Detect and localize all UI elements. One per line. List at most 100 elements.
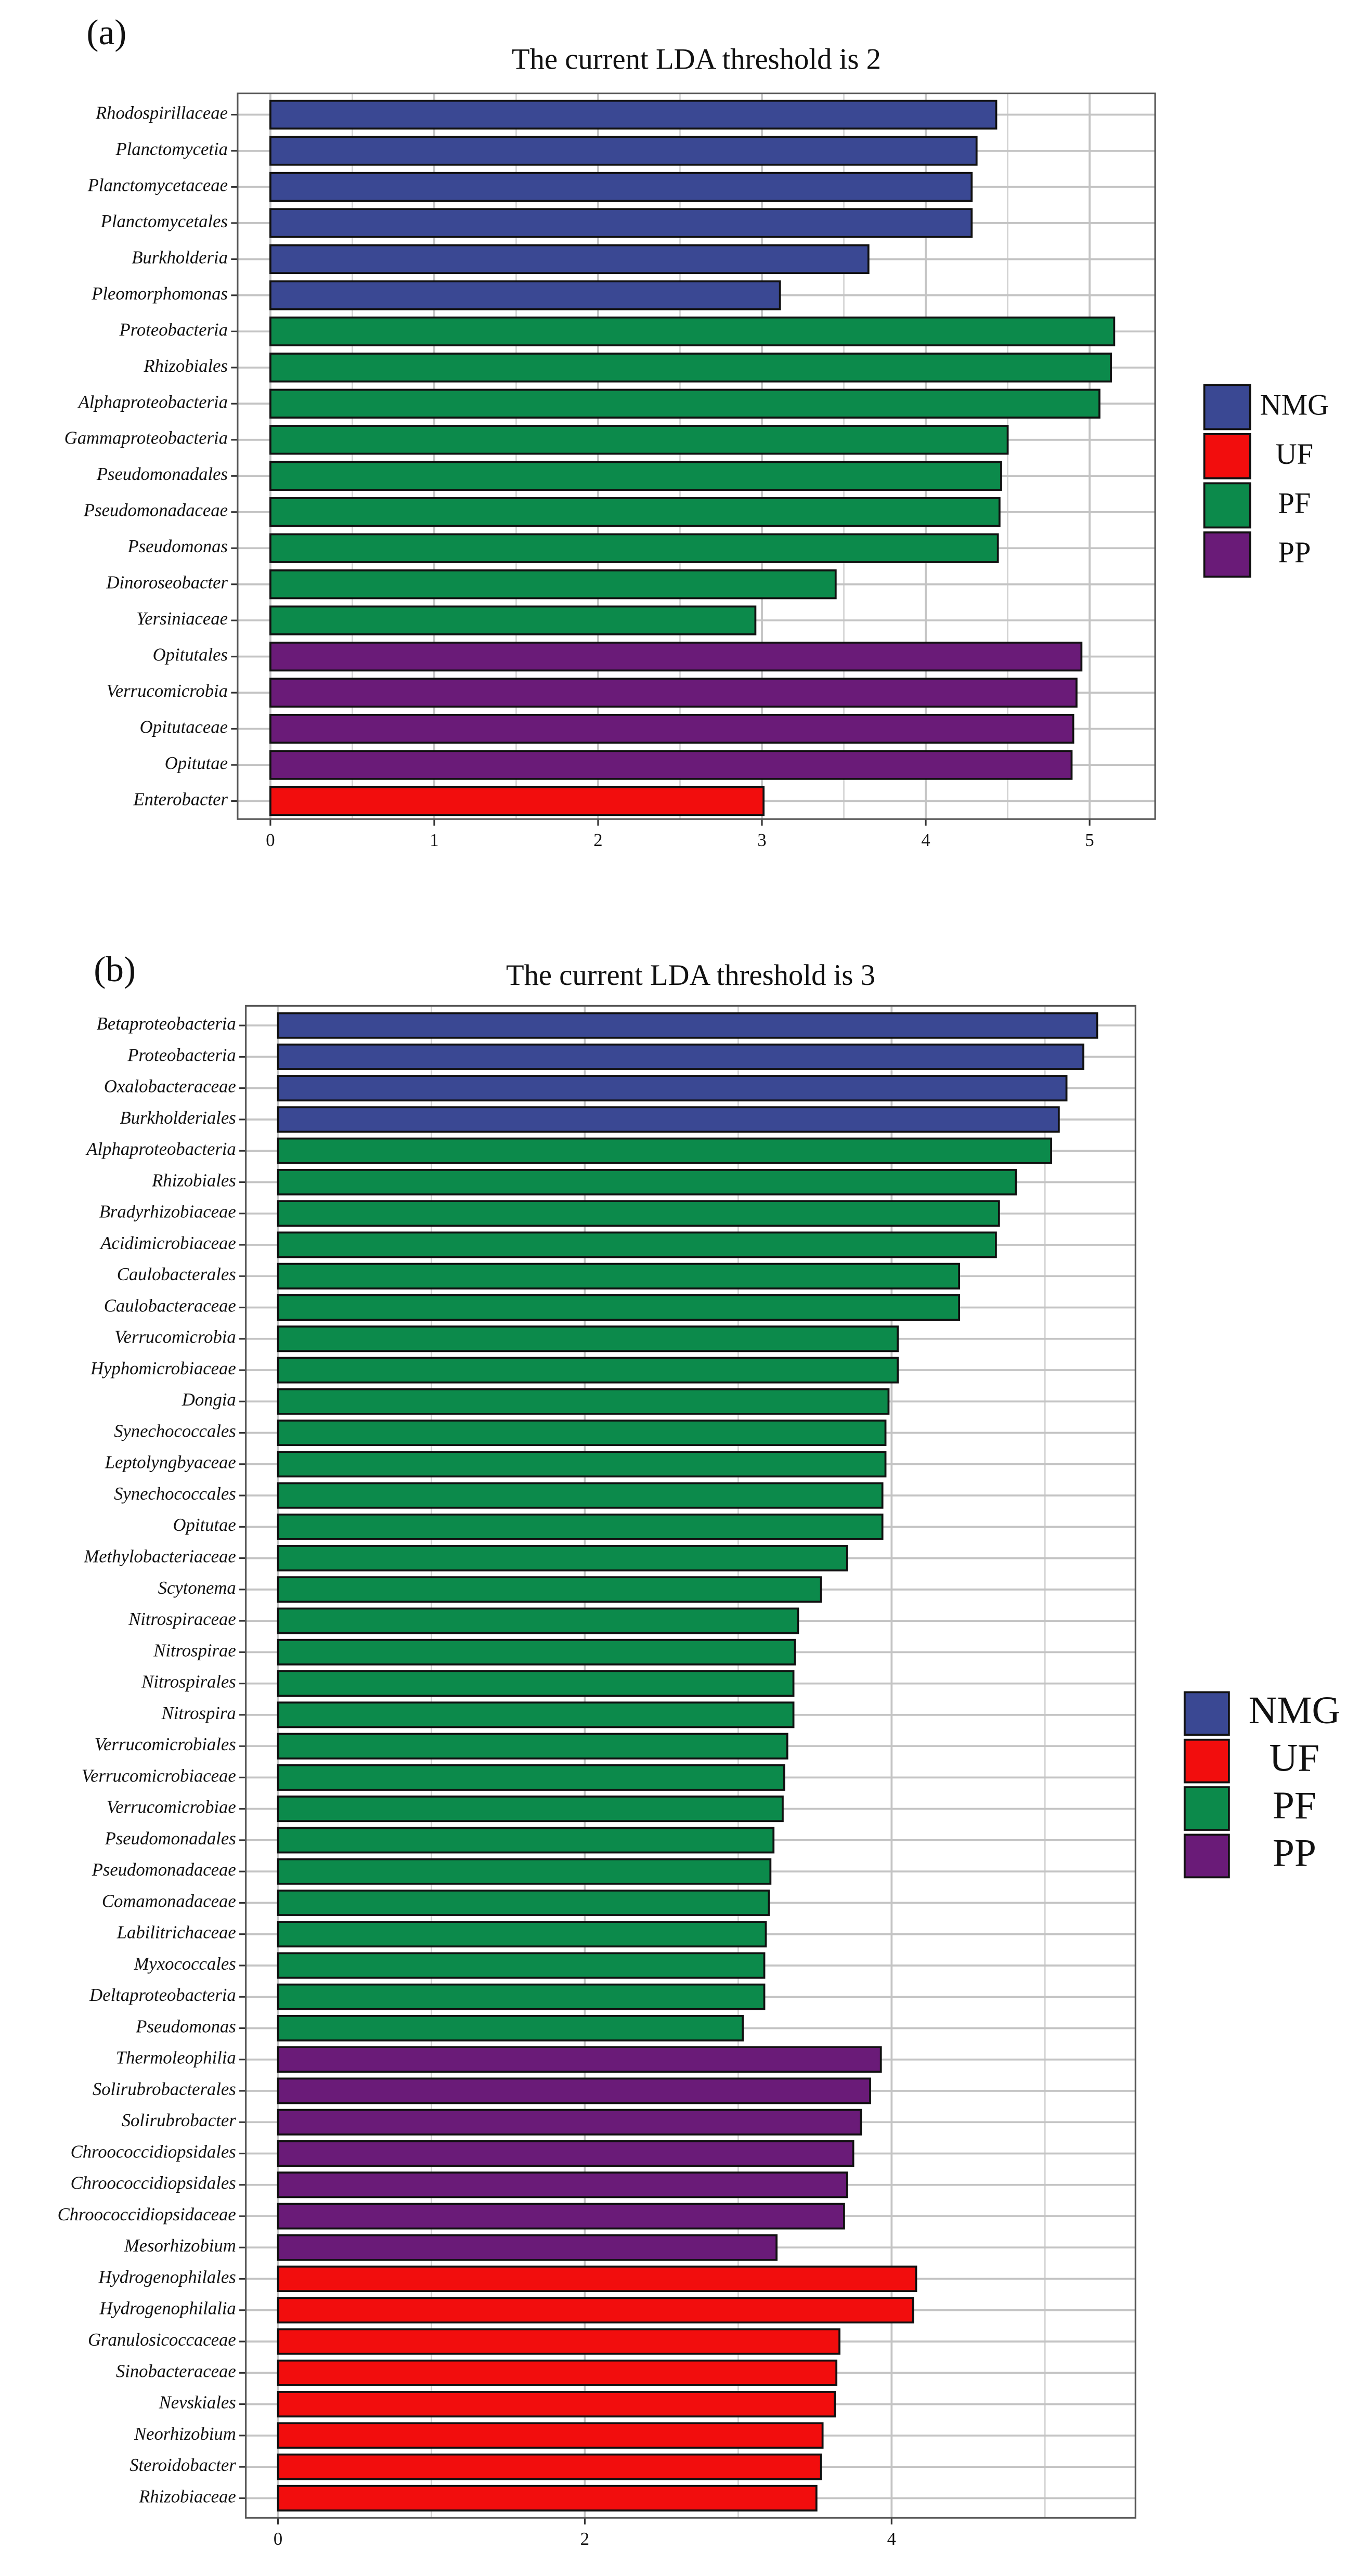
bar bbox=[269, 750, 1073, 780]
panel-label: (b) bbox=[94, 949, 136, 989]
bar bbox=[269, 713, 1074, 744]
category-label: Verrucomicrobiales bbox=[95, 1735, 236, 1754]
category-label: Solirubrobacterales bbox=[93, 2079, 236, 2099]
bar bbox=[277, 1388, 890, 1415]
category-label: Nitrospiraceae bbox=[128, 1609, 236, 1629]
category-label: Planctomycetales bbox=[100, 212, 228, 231]
legend-label: UF bbox=[1276, 438, 1313, 471]
bar bbox=[277, 2422, 824, 2449]
bar bbox=[269, 208, 973, 238]
plot-background bbox=[237, 93, 1156, 819]
category-label: Nitrospirae bbox=[153, 1641, 236, 1660]
chart-title: The current LDA threshold is 3 bbox=[506, 959, 875, 992]
category-label: Verrucomicrobia bbox=[114, 1328, 236, 1347]
category-label: Planctomycetia bbox=[115, 139, 228, 159]
bar bbox=[277, 1106, 1060, 1133]
bar bbox=[277, 1200, 1000, 1227]
legend-label: PP bbox=[1278, 536, 1311, 569]
bar bbox=[277, 2077, 871, 2104]
category-label: Synechococcales bbox=[114, 1484, 236, 1504]
category-label: Hydrogenophilalia bbox=[99, 2299, 236, 2319]
category-label: Proteobacteria bbox=[119, 320, 228, 340]
category-label: Chroococcidiopsidales bbox=[71, 2174, 236, 2193]
category-label: Methylobacteriaceae bbox=[83, 1547, 236, 1567]
x-tick-label: 3 bbox=[757, 830, 766, 850]
bar bbox=[277, 2109, 862, 2136]
bar bbox=[277, 1482, 884, 1509]
bar bbox=[277, 1075, 1068, 1102]
category-label: Solirubrobacter bbox=[122, 2111, 237, 2130]
category-label: Yersiniaceae bbox=[136, 609, 228, 629]
bar bbox=[277, 1827, 775, 1854]
bar bbox=[277, 1325, 899, 1352]
x-tick-label: 5 bbox=[1085, 830, 1094, 850]
category-label: Pseudomonadales bbox=[96, 464, 228, 484]
legend-swatch bbox=[1203, 482, 1251, 529]
bar bbox=[277, 1012, 1098, 1039]
legend-swatch bbox=[1183, 1833, 1230, 1879]
bar bbox=[277, 1420, 887, 1447]
category-label: Rhizobiaceae bbox=[138, 2487, 236, 2506]
chart-title: The current LDA threshold is 2 bbox=[512, 43, 881, 76]
bar bbox=[277, 2046, 882, 2073]
category-label: Pseudomonadaceae bbox=[83, 501, 228, 521]
bar bbox=[277, 1733, 788, 1760]
legend-label: PP bbox=[1273, 1831, 1316, 1875]
category-label: Thermoleophilia bbox=[116, 2048, 236, 2068]
bar bbox=[269, 136, 978, 166]
bar bbox=[277, 1607, 799, 1634]
category-label: Caulobacterales bbox=[117, 1265, 236, 1284]
category-label: Synechococcales bbox=[114, 1421, 236, 1441]
bar bbox=[277, 1983, 766, 2010]
bar bbox=[277, 1451, 887, 1478]
bar bbox=[277, 2014, 744, 2041]
bar bbox=[277, 1638, 796, 1666]
bar bbox=[277, 1231, 997, 1258]
bar bbox=[277, 2140, 854, 2167]
category-label: Opitutae bbox=[173, 1515, 236, 1535]
category-label: Pseudomonadaceae bbox=[92, 1860, 236, 1880]
bar bbox=[277, 2234, 778, 2261]
legend-swatch bbox=[1183, 1691, 1230, 1736]
category-label: Verrucomicrobiae bbox=[107, 1798, 236, 1817]
bar bbox=[277, 1858, 772, 1885]
category-label: Verrucomicrobiaceae bbox=[82, 1766, 236, 1786]
category-label: Labilitrichaceae bbox=[116, 1923, 236, 1943]
category-label: Pseudomonas bbox=[127, 537, 228, 556]
category-label: Rhodospirillaceae bbox=[95, 103, 228, 123]
category-label: Comamonadaceae bbox=[102, 1891, 236, 1911]
bar bbox=[277, 1137, 1052, 1164]
bar bbox=[277, 1701, 795, 1728]
legend-label: PF bbox=[1273, 1784, 1316, 1827]
category-label: Oxalobacteraceae bbox=[104, 1077, 236, 1097]
bar bbox=[277, 1576, 822, 1603]
bar bbox=[277, 1168, 1017, 1195]
bar bbox=[277, 2328, 840, 2355]
plot-border bbox=[237, 92, 1156, 820]
category-label: Enterobacter bbox=[133, 789, 228, 809]
bar bbox=[277, 2203, 845, 2230]
x-tick-label: 0 bbox=[274, 2529, 282, 2549]
category-label: Chroococcidiopsidaceae bbox=[58, 2205, 236, 2224]
panel-label: (a) bbox=[86, 12, 126, 52]
bar bbox=[277, 2391, 836, 2418]
legend-swatch bbox=[1183, 1786, 1230, 1831]
category-label: Opitutaceae bbox=[140, 718, 228, 737]
category-label: Pseudomonas bbox=[135, 2016, 236, 2036]
x-tick-label: 2 bbox=[580, 2529, 589, 2549]
category-label: Steroidobacter bbox=[129, 2455, 236, 2475]
legend-swatch bbox=[1183, 1738, 1230, 1784]
category-label: Neorhizobium bbox=[134, 2424, 236, 2444]
bar bbox=[277, 2266, 917, 2293]
x-tick-label: 2 bbox=[593, 830, 602, 850]
category-label: Dinoroseobacter bbox=[106, 573, 228, 593]
category-label: Nitrospirales bbox=[141, 1672, 236, 1692]
category-label: Opitutales bbox=[153, 645, 228, 665]
category-label: Granulosicoccaceae bbox=[88, 2330, 236, 2350]
category-label: Proteobacteria bbox=[127, 1045, 236, 1065]
category-label: Mesorhizobium bbox=[124, 2236, 236, 2256]
legend-label: UF bbox=[1270, 1737, 1320, 1780]
legend-swatch bbox=[1203, 384, 1251, 431]
category-label: Betaproteobacteria bbox=[97, 1014, 236, 1034]
bar bbox=[277, 1764, 785, 1791]
